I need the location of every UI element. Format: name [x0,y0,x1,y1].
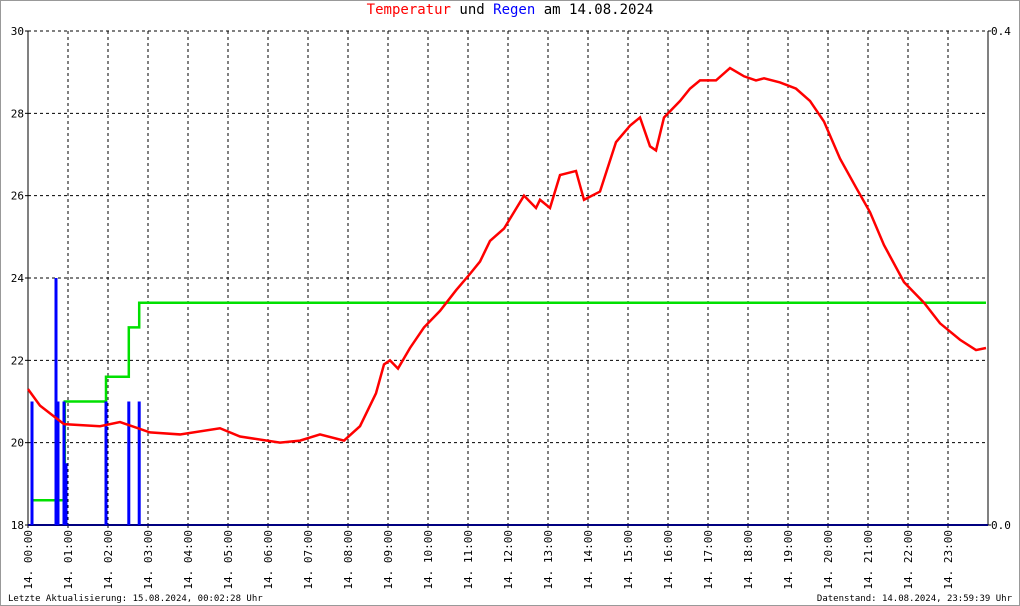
title-temperature: Temperatur [367,2,451,18]
x-tick-label: 14. 04:00 [182,530,195,590]
x-tick-label: 14. 16:00 [662,530,675,590]
footer-left: Letzte Aktualisierung: 15.08.2024, 00:02… [8,594,263,604]
x-tick-label: 14. 17:00 [702,530,715,590]
x-tick-label: 14. 03:00 [142,530,155,590]
x-tick-label: 14. 05:00 [222,530,235,590]
x-tick-label: 14. 11:00 [462,530,475,590]
rain-bar [56,401,60,525]
x-tick-label: 14. 09:00 [382,530,395,590]
chart-title: Temperatur und Regen am 14.08.2024 [367,2,654,18]
y-tick-label: 30 [11,25,24,38]
title-rain: Regen [493,2,535,18]
x-tick-label: 14. 15:00 [622,530,635,590]
y-tick-label: 26 [11,190,24,203]
x-tick-label: 14. 01:00 [62,530,75,590]
x-tick-label: 14. 08:00 [342,530,355,590]
x-tick-label: 14. 23:00 [942,530,955,590]
rain-bar [62,401,66,525]
rain-bar [137,401,141,525]
title-suffix: am 14.08.2024 [544,2,654,18]
y-tick-label: 18 [11,519,24,532]
y2-tick-label: 0.0 [991,519,1011,532]
x-tick-label: 14. 21:00 [862,530,875,590]
rain-bar [104,401,108,525]
x-tick-label: 14. 06:00 [262,530,275,590]
rain-bar [127,401,131,525]
y2-tick-label: 0.4 [991,25,1011,38]
x-tick-label: 14. 07:00 [302,530,315,590]
x-tick-label: 14. 18:00 [742,530,755,590]
rain-bar [64,463,68,525]
x-tick-label: 14. 13:00 [542,530,555,590]
rain-bar [54,278,58,525]
rain-bar [30,401,34,525]
x-tick-label: 14. 02:00 [102,530,115,590]
y-tick-label: 24 [11,272,25,285]
y-tick-label: 22 [11,354,24,367]
temperature-line [26,66,987,444]
x-tick-label: 14. 22:00 [902,530,915,590]
x-tick-label: 14. 19:00 [782,530,795,590]
x-tick-label: 14. 14:00 [582,530,595,590]
y-tick-label: 20 [11,437,24,450]
x-tick-label: 14. 12:00 [502,530,515,590]
x-tick-label: 14. 10:00 [422,530,435,590]
footer-right: Datenstand: 14.08.2024, 23:59:39 Uhr [817,594,1013,604]
x-tick-label: 14. 20:00 [822,530,835,590]
title-joiner: und [459,2,484,18]
y-tick-label: 28 [11,107,24,120]
x-tick-label: 14. 00:00 [22,530,35,590]
